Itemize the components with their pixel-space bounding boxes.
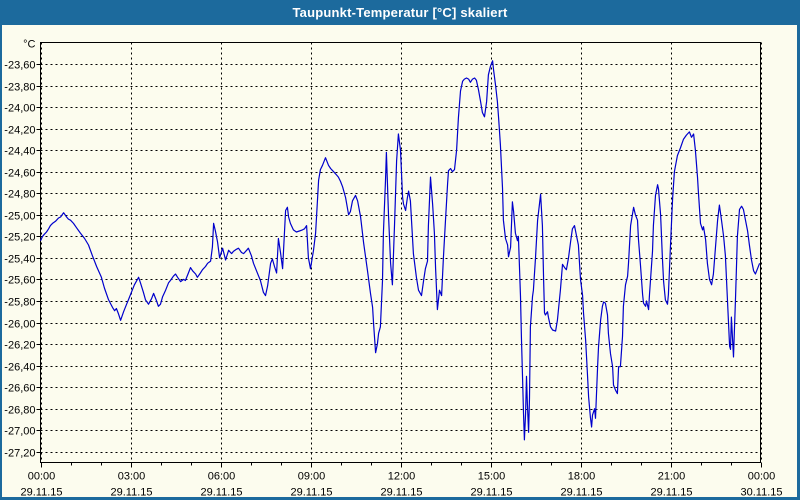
x-tick-date-label: 29.11.15 — [380, 487, 422, 499]
title-bar: Taupunkt-Temperatur [°C] skaliert — [0, 0, 800, 25]
x-tick-time-label: 21:00 — [658, 471, 686, 483]
y-tick-label: -26,00 — [4, 319, 35, 331]
y-tick-label: -25,80 — [4, 297, 35, 309]
x-tick-date-label: 29.11.15 — [470, 487, 512, 499]
y-tick-label: -25,00 — [4, 211, 35, 223]
y-tick-label: -23,80 — [4, 82, 35, 94]
x-tick-time-label: 18:00 — [568, 471, 596, 483]
y-tick-label: -27,20 — [4, 448, 35, 460]
y-tick-label: -25,20 — [4, 232, 35, 244]
y-tick-label: -24,60 — [4, 168, 35, 180]
y-axis-unit-label: °C — [23, 39, 35, 51]
x-tick-date-label: 30.11.15 — [740, 487, 782, 499]
x-tick-time-label: 15:00 — [478, 471, 506, 483]
y-tick-label: -26,40 — [4, 362, 35, 374]
y-tick-label: -24,20 — [4, 125, 35, 137]
x-tick-date-label: 29.11.15 — [650, 487, 692, 499]
y-tick-label: -25,60 — [4, 275, 35, 287]
window-title: Taupunkt-Temperatur [°C] skaliert — [292, 5, 508, 20]
x-tick-date-label: 29.11.15 — [560, 487, 602, 499]
y-tick-label: -26,20 — [4, 340, 35, 352]
x-tick-date-label: 29.11.15 — [200, 487, 242, 499]
y-tick-label: -26,60 — [4, 383, 35, 395]
y-tick-label: -23,60 — [4, 60, 35, 72]
plot-frame — [40, 42, 761, 463]
x-tick-time-label: 00:00 — [748, 471, 776, 483]
chart-panel — [0, 25, 800, 500]
x-tick-date-label: 29.11.15 — [290, 487, 332, 499]
x-tick-time-label: 09:00 — [298, 471, 326, 483]
data-line — [39, 60, 761, 441]
y-tick-label: -25,40 — [4, 254, 35, 266]
y-tick-label: -24,00 — [4, 103, 35, 115]
y-tick-label: -27,00 — [4, 426, 35, 438]
x-tick-date-label: 29.11.15 — [110, 487, 152, 499]
y-tick-label: -24,80 — [4, 189, 35, 201]
y-tick-label: -24,40 — [4, 146, 35, 158]
x-tick-time-label: 12:00 — [388, 471, 416, 483]
x-tick-date-label: 29.11.15 — [20, 487, 62, 499]
x-tick-time-label: 00:00 — [28, 471, 56, 483]
x-tick-time-label: 06:00 — [208, 471, 236, 483]
x-tick-time-label: 03:00 — [118, 471, 146, 483]
y-tick-label: -26,80 — [4, 405, 35, 417]
